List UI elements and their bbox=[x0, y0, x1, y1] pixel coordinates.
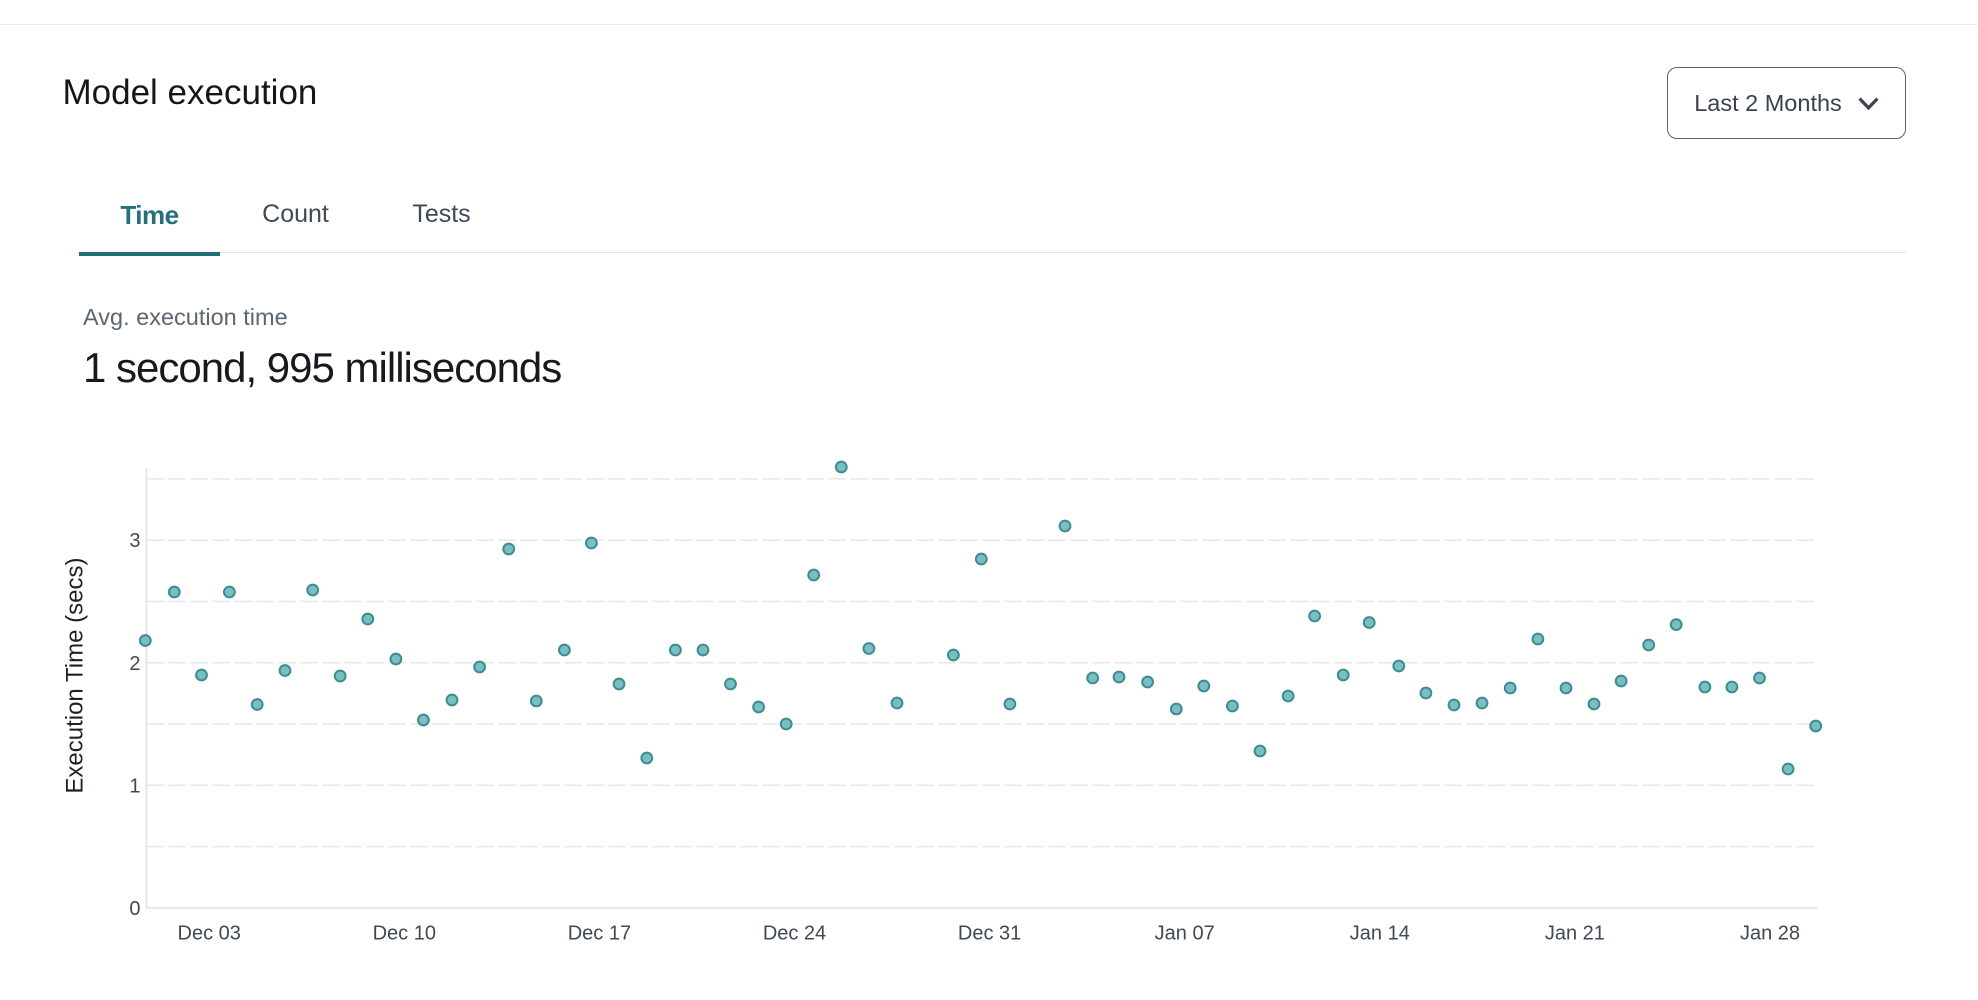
svg-text:Dec 17: Dec 17 bbox=[568, 923, 631, 945]
svg-text:1: 1 bbox=[129, 775, 140, 797]
svg-text:Jan 21: Jan 21 bbox=[1545, 923, 1605, 945]
svg-text:Execution Time (secs): Execution Time (secs) bbox=[62, 558, 89, 794]
svg-text:Dec 03: Dec 03 bbox=[178, 923, 241, 945]
svg-text:Jan 07: Jan 07 bbox=[1155, 923, 1215, 945]
svg-text:0: 0 bbox=[129, 898, 140, 920]
svg-text:Dec 24: Dec 24 bbox=[763, 923, 826, 945]
svg-text:Dec 10: Dec 10 bbox=[373, 923, 436, 945]
svg-text:Jan 28: Jan 28 bbox=[1740, 923, 1800, 945]
svg-text:3: 3 bbox=[129, 530, 140, 552]
svg-text:Dec 31: Dec 31 bbox=[958, 923, 1021, 945]
svg-text:Jan 14: Jan 14 bbox=[1350, 923, 1410, 945]
svg-text:2: 2 bbox=[129, 653, 140, 675]
